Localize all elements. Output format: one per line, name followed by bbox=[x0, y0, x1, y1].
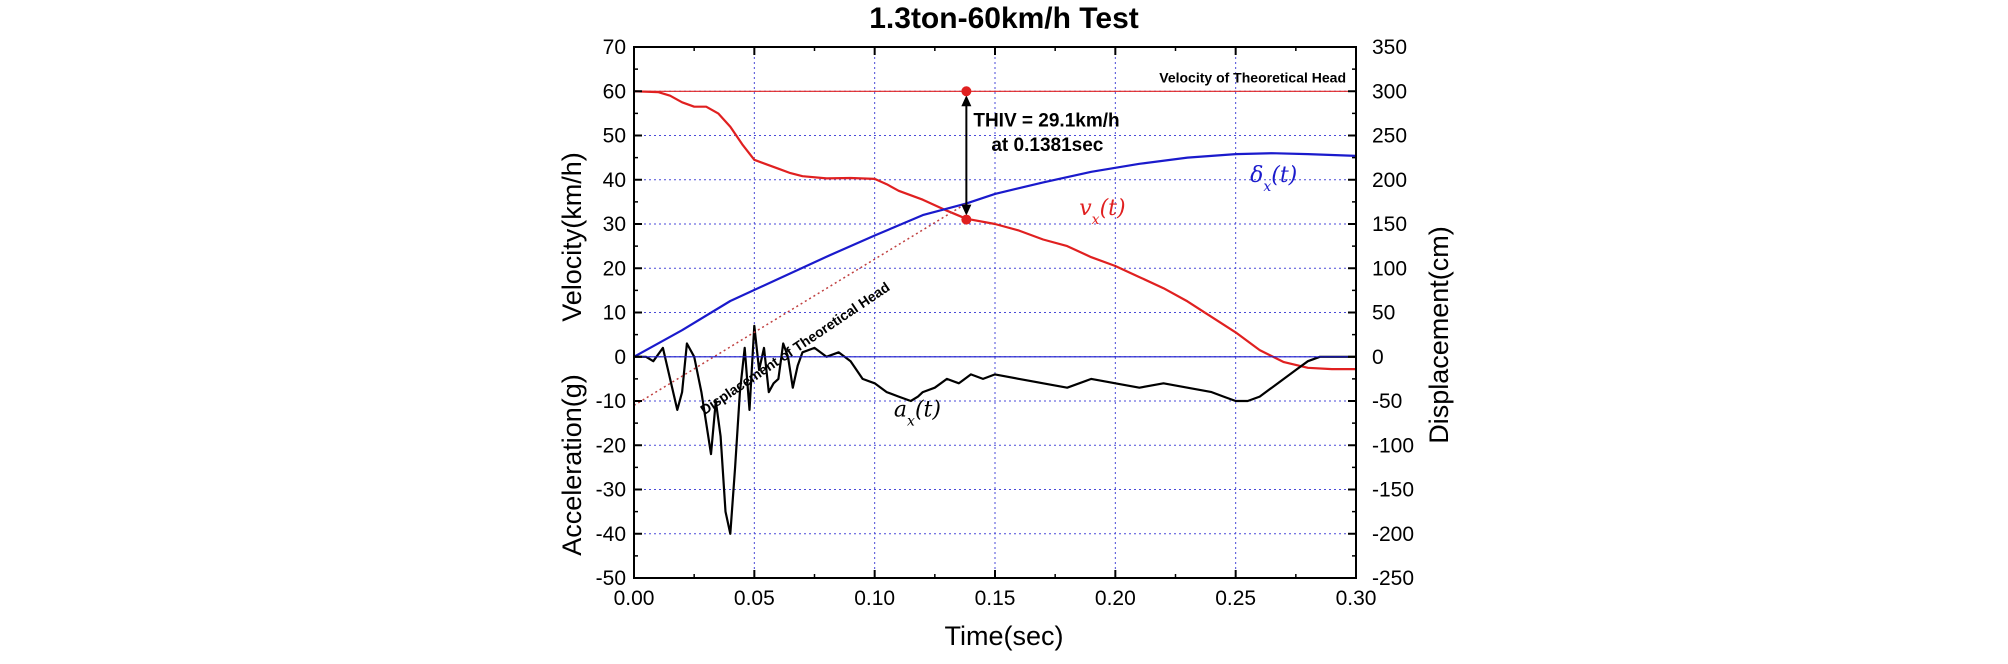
x-tick-label: 0.00 bbox=[614, 587, 655, 610]
chart-title: 1.3ton-60km/h Test bbox=[869, 2, 1139, 35]
y-left-tick-label: -40 bbox=[596, 523, 626, 546]
acceleration-series-label: ax(t) bbox=[894, 397, 941, 429]
y-left-tick-label: 40 bbox=[603, 169, 626, 192]
y-left-tick-label: 60 bbox=[603, 80, 626, 103]
y-right-tick-label: -150 bbox=[1372, 479, 1414, 502]
series-v-x-t bbox=[633, 90, 1356, 371]
thiv-point-top bbox=[961, 86, 972, 97]
y-right-tick-label: -100 bbox=[1372, 434, 1414, 457]
y-left-tick-label: 20 bbox=[603, 257, 626, 280]
thiv-time-label: at 0.1381sec bbox=[991, 135, 1103, 156]
y-axis-title-displacement: Displacement(cm) bbox=[1424, 226, 1454, 444]
y-left-tick-label: -20 bbox=[596, 434, 626, 457]
series-a-x-t bbox=[634, 324, 1356, 535]
y-right-tick-label: 300 bbox=[1372, 80, 1407, 103]
y-left-tick-label: -30 bbox=[596, 479, 626, 502]
y-right-tick-label: 50 bbox=[1372, 302, 1395, 325]
y-left-tick-label: -10 bbox=[596, 390, 626, 413]
displacement-series-label: δx(t) bbox=[1250, 163, 1297, 195]
thiv-point-bottom bbox=[961, 214, 972, 225]
y-right-tick-label: -50 bbox=[1372, 390, 1402, 413]
y-right-tick-label: 150 bbox=[1372, 213, 1407, 236]
thiv-arrow-head-up bbox=[961, 95, 972, 107]
y-right-tick-label: 200 bbox=[1372, 169, 1407, 192]
x-tick-label: 0.30 bbox=[1336, 587, 1377, 610]
x-tick-label: 0.15 bbox=[975, 587, 1016, 610]
velocity-head-label: Velocity of Theoretical Head bbox=[1159, 69, 1346, 85]
thiv-arrow-head-down bbox=[961, 204, 972, 216]
x-tick-label: 0.20 bbox=[1095, 587, 1136, 610]
y-left-tick-label: 30 bbox=[603, 213, 626, 236]
x-tick-label: 0.10 bbox=[854, 587, 895, 610]
velocity-series-label: vx(t) bbox=[1079, 196, 1125, 228]
thiv-label: THIV = 29.1km/h bbox=[973, 111, 1119, 132]
displacement-head-label: Displacement of Theoretical Head bbox=[697, 279, 892, 418]
y-right-tick-label: 0 bbox=[1372, 346, 1384, 369]
y-left-tick-label: 50 bbox=[603, 125, 626, 148]
y-left-tick-label: 70 bbox=[603, 36, 626, 59]
y-left-tick-label: 0 bbox=[614, 346, 626, 369]
y-axis-title-acceleration: Acceleration(g) bbox=[557, 374, 587, 556]
x-tick-label: 0.05 bbox=[734, 587, 775, 610]
y-right-tick-label: 250 bbox=[1372, 125, 1407, 148]
x-axis-title: Time(sec) bbox=[945, 621, 1064, 651]
series-layer bbox=[633, 90, 1357, 535]
y-right-tick-label: -250 bbox=[1372, 567, 1414, 590]
y-right-tick-label: -200 bbox=[1372, 523, 1414, 546]
y-axis-title-velocity: Velocity(km/h) bbox=[557, 152, 587, 322]
y-right-tick-label: 100 bbox=[1372, 257, 1407, 280]
series-x-t bbox=[633, 152, 1357, 358]
y-left-tick-label: -50 bbox=[596, 567, 626, 590]
y-right-tick-label: 350 bbox=[1372, 36, 1407, 59]
y-left-tick-label: 10 bbox=[603, 302, 626, 325]
x-tick-label: 0.25 bbox=[1215, 587, 1256, 610]
